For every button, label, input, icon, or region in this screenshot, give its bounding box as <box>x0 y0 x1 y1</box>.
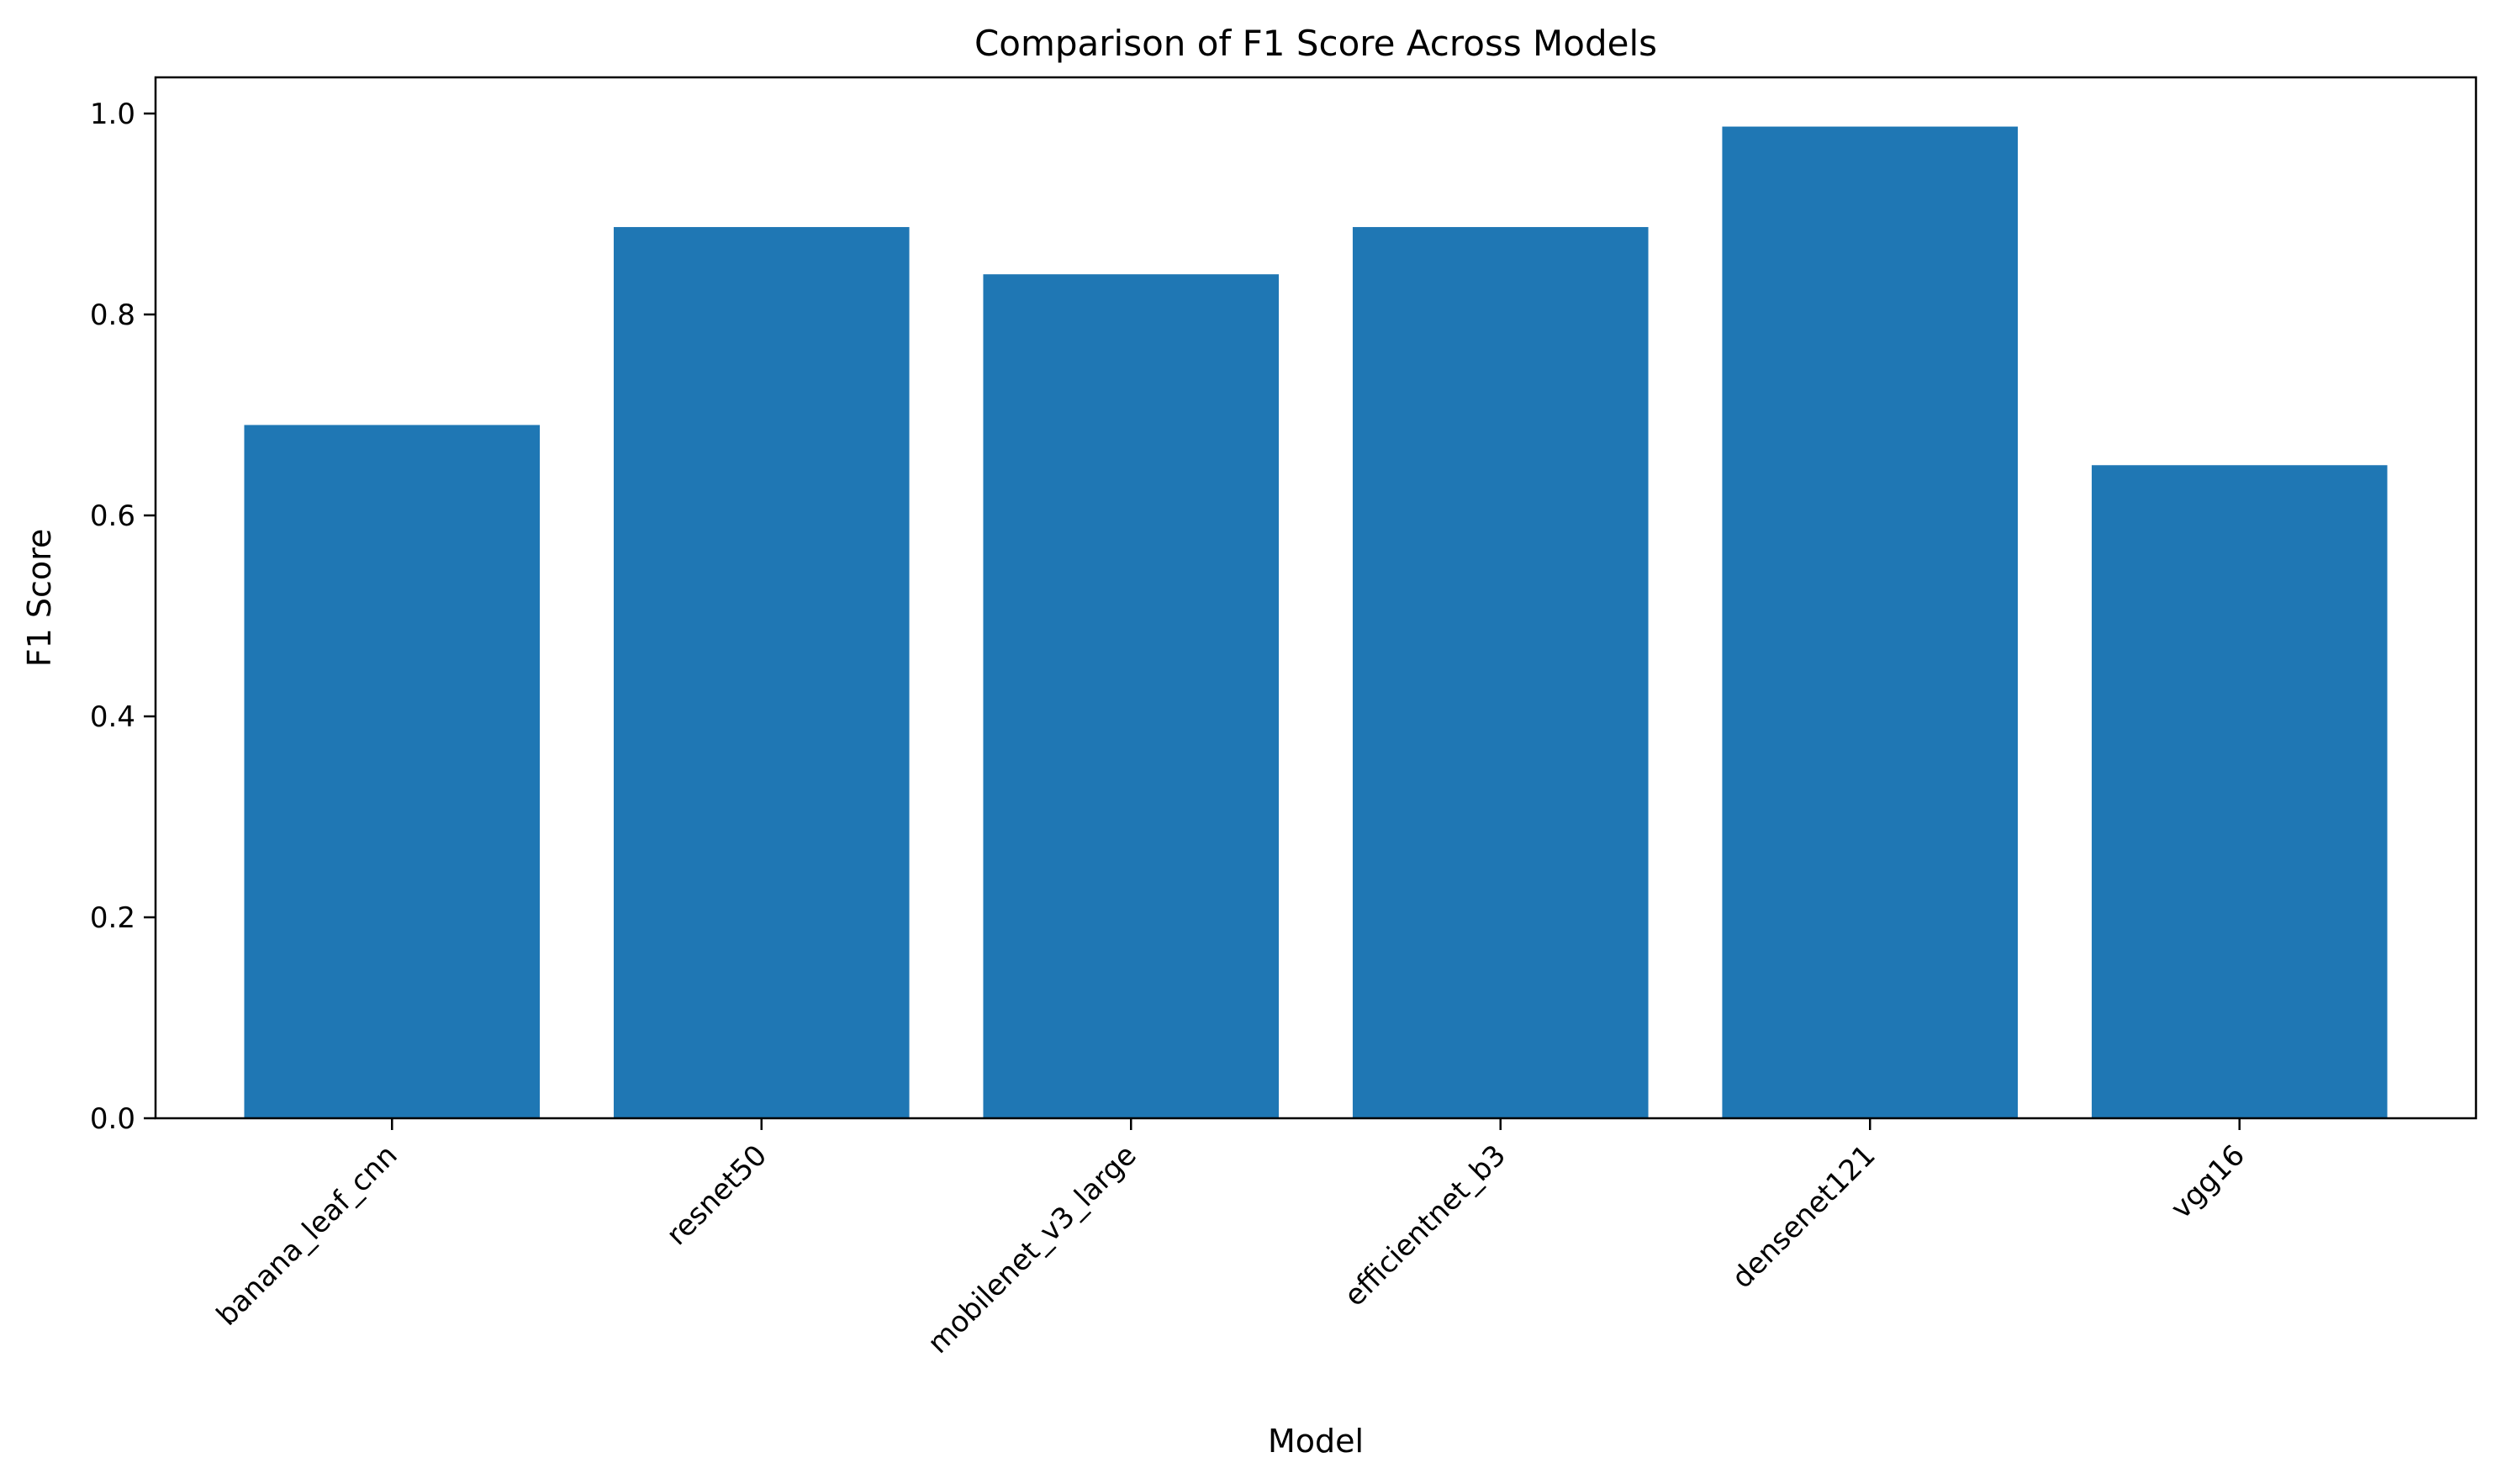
y-axis-label: F1 Score <box>21 529 58 668</box>
x-axis-label: Model <box>1268 1423 1364 1460</box>
y-tick-label: 0.8 <box>90 298 135 332</box>
bar-efficientnet_b3 <box>1352 227 1649 1118</box>
bar-mobilenet_v3_large <box>983 274 1280 1119</box>
bar-banana_leaf_cnn <box>244 425 541 1118</box>
chart-title: Comparison of F1 Score Across Models <box>974 23 1657 64</box>
y-tick-label: 0.4 <box>90 700 135 734</box>
bars-group <box>244 126 2388 1119</box>
y-axis: 0.0 0.2 0.4 0.6 0.8 1.0 <box>90 98 156 1136</box>
bar-resnet50 <box>613 227 910 1118</box>
plot-frame <box>154 76 2478 1120</box>
y-tick-label: 0.6 <box>90 499 135 533</box>
y-tick-label: 1.0 <box>90 98 135 131</box>
y-tick-label: 0.2 <box>90 901 135 935</box>
bar-vgg16 <box>2091 465 2388 1118</box>
y-tick-label: 0.0 <box>90 1102 135 1136</box>
bar-densenet121 <box>1722 126 2019 1118</box>
